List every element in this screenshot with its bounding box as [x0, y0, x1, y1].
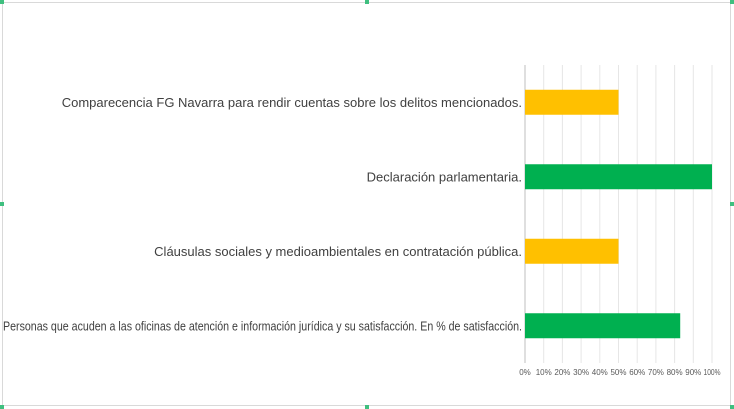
x-tick-label: 0%: [519, 368, 531, 377]
x-tick-label: 20%: [554, 368, 570, 377]
resize-handle-top-right[interactable]: [730, 0, 734, 4]
x-tick-label: 70%: [648, 368, 664, 377]
bars: [525, 89, 712, 339]
bar[interactable]: [525, 164, 712, 190]
bar[interactable]: [525, 313, 681, 339]
bar[interactable]: [525, 238, 619, 264]
resize-handle-top-left[interactable]: [0, 0, 4, 4]
x-axis-tick-labels: 0% 10% 20% 30% 40% 50% 60% 70% 80% 90% 100%: [519, 368, 720, 377]
resize-handle-top-center[interactable]: [365, 0, 369, 4]
x-tick-label: 100%: [704, 368, 721, 377]
resize-handle-bottom-right[interactable]: [730, 405, 734, 409]
category-label: Personas que acuden a las oficinas de at…: [3, 318, 522, 333]
x-tick-label: 80%: [667, 368, 683, 377]
category-label: Cláusulas sociales y medioambientales en…: [154, 244, 522, 259]
category-label: Declaración parlamentaria.: [367, 169, 522, 184]
resize-handle-middle-left[interactable]: [0, 202, 4, 206]
x-tick-label: 30%: [573, 368, 589, 377]
resize-handle-middle-right[interactable]: [730, 202, 734, 206]
resize-handle-bottom-center[interactable]: [365, 405, 369, 409]
x-tick-label: 50%: [610, 368, 626, 377]
resize-handle-bottom-left[interactable]: [0, 405, 4, 409]
x-tick-label: 60%: [629, 368, 645, 377]
x-tick-label: 10%: [536, 368, 552, 377]
x-tick-label: 90%: [685, 368, 701, 377]
category-label: Comparecencia FG Navarra para rendir cue…: [62, 95, 522, 110]
x-tick-label: 40%: [592, 368, 608, 377]
bar[interactable]: [525, 89, 619, 115]
category-labels: Comparecencia FG Navarra para rendir cue…: [3, 95, 522, 334]
